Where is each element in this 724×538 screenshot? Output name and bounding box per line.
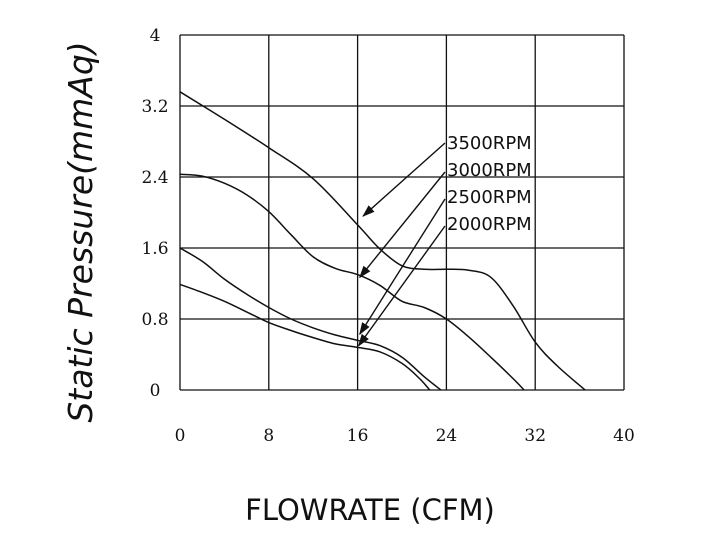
y-tick-label: 0.8 [141,310,168,330]
y-tick-labels: 0 0.8 1.6 2.4 3.2 4 [141,26,168,401]
callout-arrow-3500rpm [362,142,446,217]
x-tick-label: 16 [347,426,369,446]
x-axis-label: FLOWRATE (CFM) [245,493,495,527]
y-tick-label: 2.4 [141,168,168,188]
series-curves [179,91,586,391]
callout-arrow-3000rpm [359,171,446,279]
legend-label-2500rpm: 2500RPM [447,187,532,208]
x-tick-labels: 0 8 16 24 32 40 [175,426,635,446]
y-tick-label: 1.6 [141,239,168,259]
series-line-3500rpm [179,91,586,391]
legend-callouts: 3500RPM 3000RPM 2500RPM 2000RPM [357,133,532,347]
x-tick-label: 0 [175,426,186,446]
x-tick-label: 40 [613,426,635,446]
y-tick-label: 4 [150,26,161,46]
series-line-2000rpm [179,283,431,391]
callout-arrow-2500rpm [359,198,446,336]
x-tick-label: 32 [524,426,546,446]
series-line-3000rpm [179,173,525,391]
callout-arrow-2000rpm [357,225,446,347]
legend-label-3000rpm: 3000RPM [447,160,532,181]
y-tick-label: 0 [150,381,161,401]
y-tick-label: 3.2 [141,97,168,117]
x-tick-label: 24 [436,426,458,446]
legend-label-2000rpm: 2000RPM [447,214,532,235]
y-axis-label: Static Pressure(mmAq) [61,41,100,422]
series-line-2500rpm [179,247,442,391]
grid [179,34,625,391]
legend-label-3500rpm: 3500RPM [447,133,532,154]
x-tick-label: 8 [263,426,274,446]
